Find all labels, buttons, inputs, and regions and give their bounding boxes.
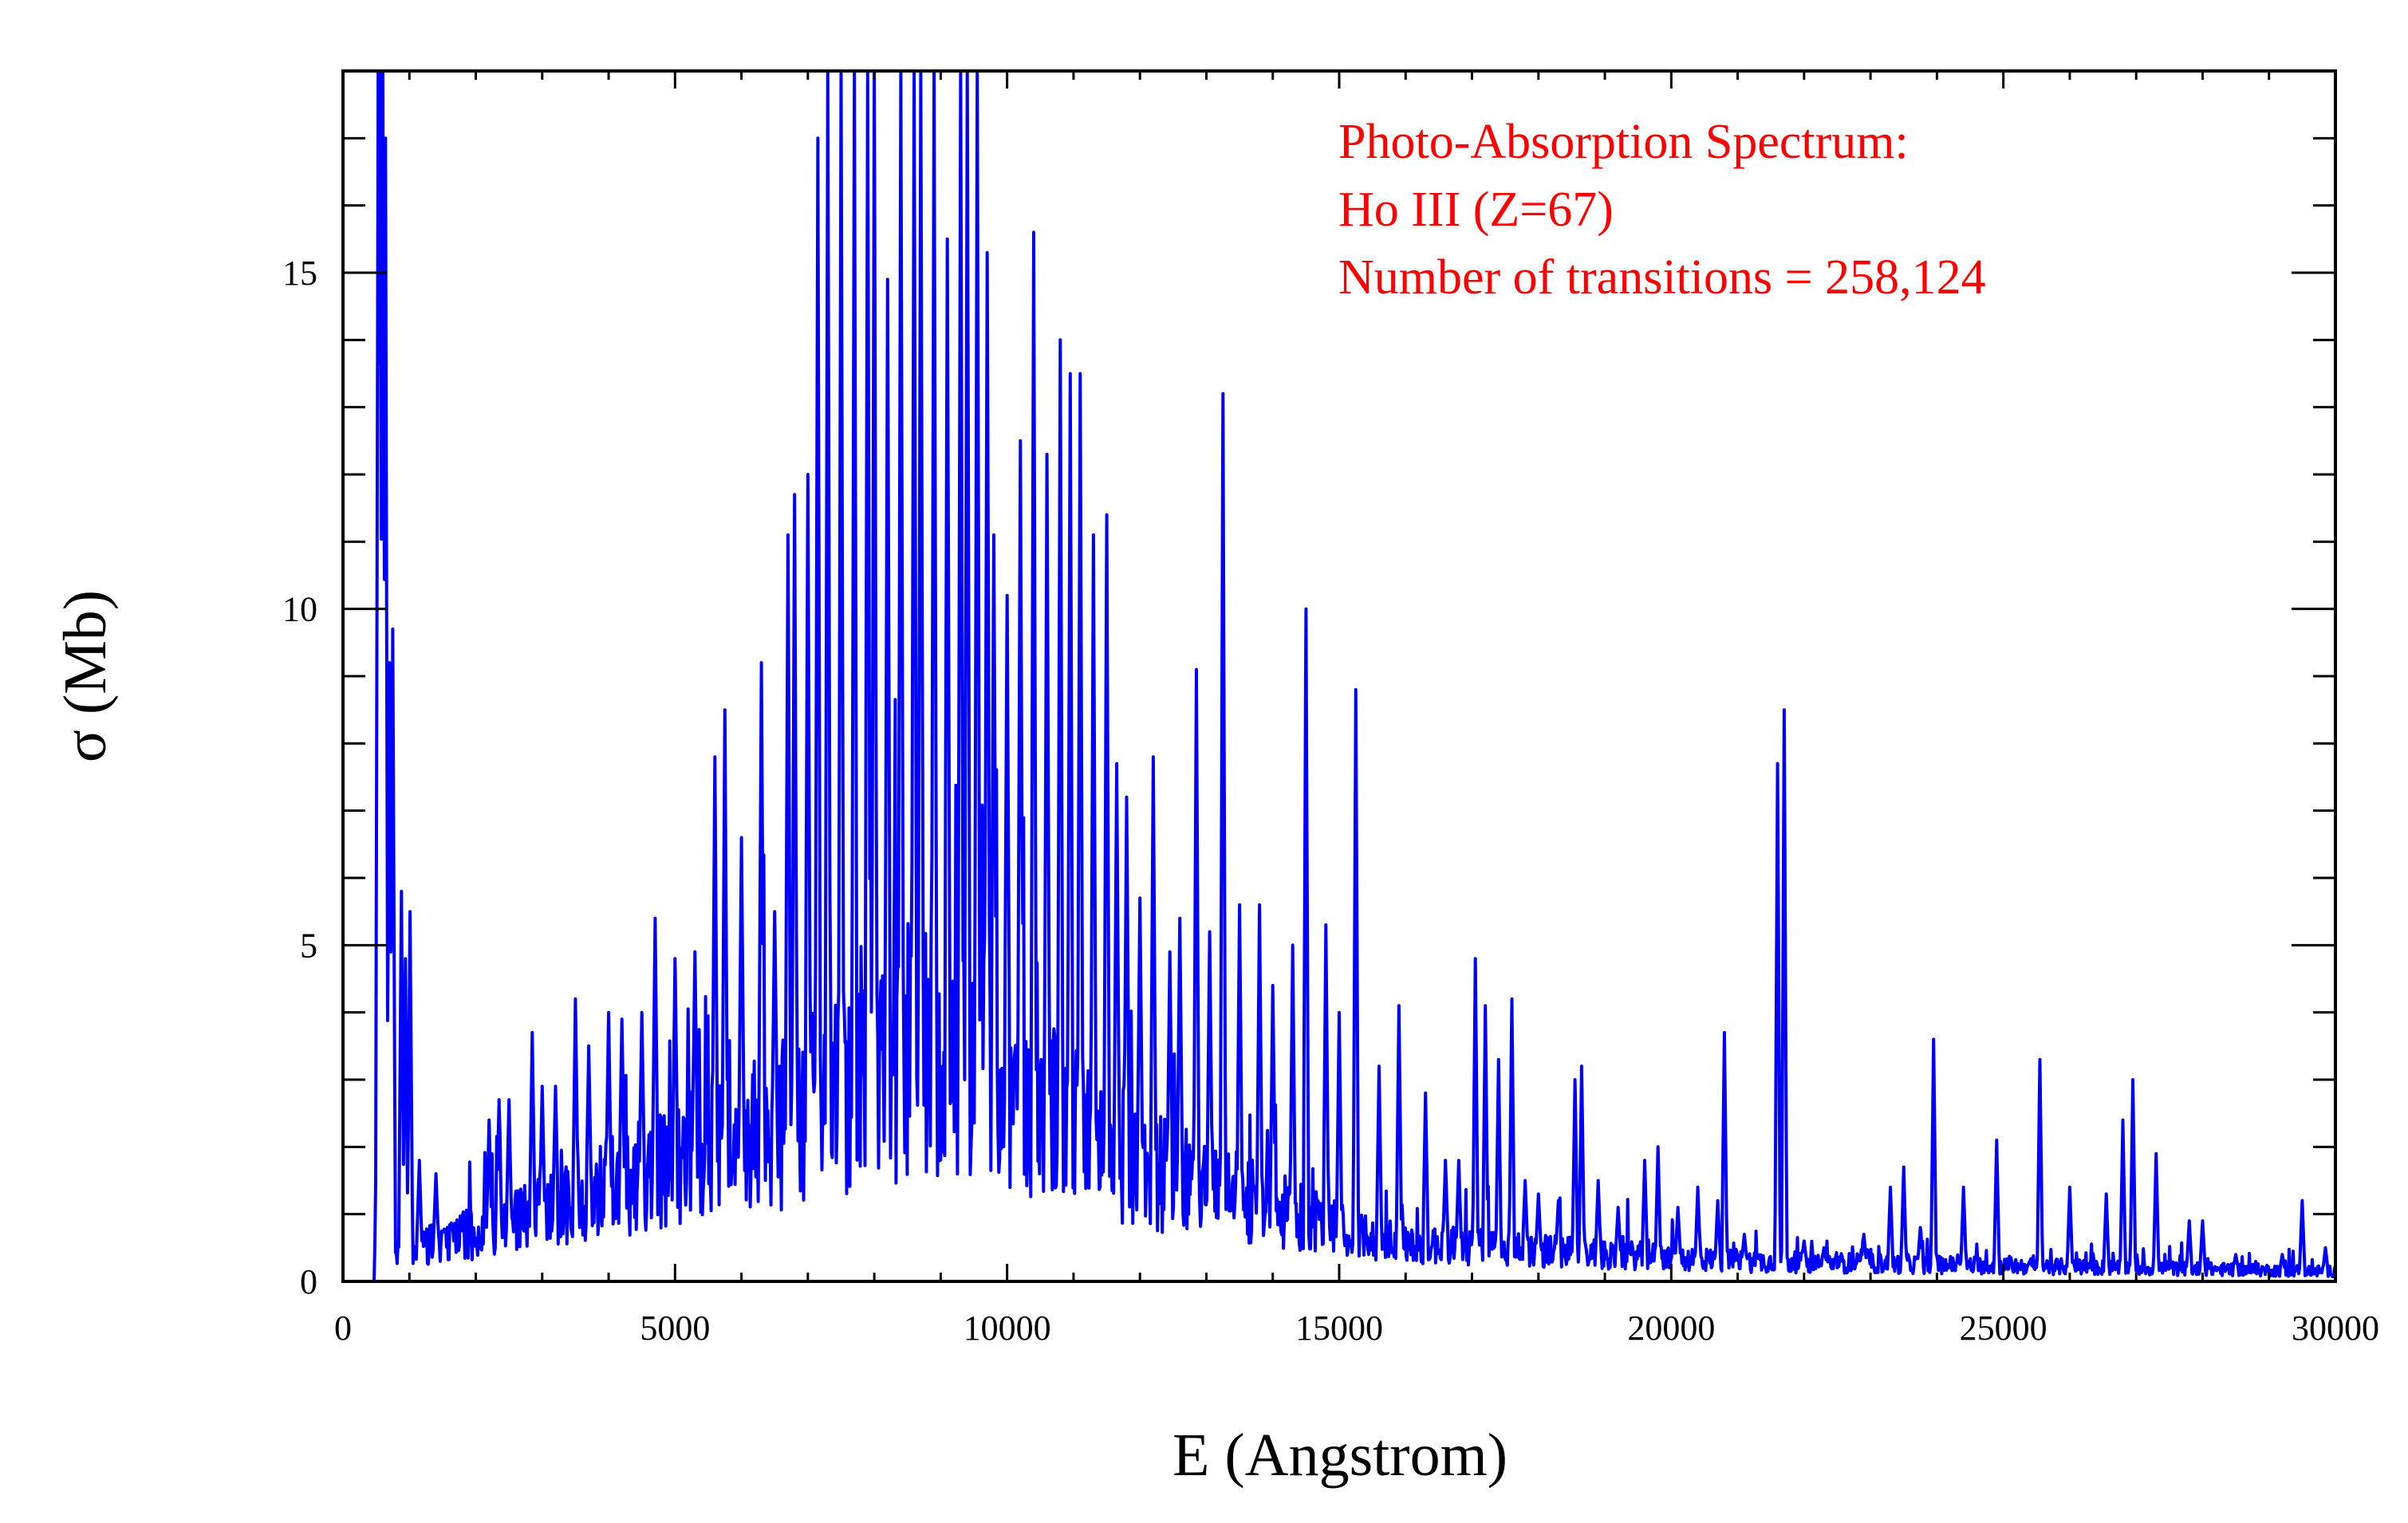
series-layer [343,71,2335,1281]
x-tick-label: 25000 [1960,1309,2047,1348]
annotation-line-title: Photo-Absorption Spectrum: [1338,115,1909,169]
x-tick-label: 15000 [1295,1309,1383,1348]
x-tick-label: 5000 [640,1309,710,1348]
x-tick-label: 0 [334,1309,352,1348]
y-tick-label: 10 [282,590,317,629]
x-axis-title: E (Angstrom) [1172,1422,1507,1489]
x-tick-label: 20000 [1627,1309,1715,1348]
spectrum-series-line [343,71,2335,1281]
annotation-line-ion: Ho III (Z=67) [1338,183,1614,237]
y-tick-label: 0 [300,1262,317,1301]
y-tick-label: 15 [282,254,317,293]
annotation-block: Photo-Absorption Spectrum: Ho III (Z=67)… [1338,115,1986,305]
annotation-line-transitions: Number of transitions = 258,124 [1338,250,1986,305]
y-tick-label: 5 [300,926,317,965]
y-axis-title: σ (Mb) [52,590,119,762]
tick-label-layer: 0 5000 10000 15000 20000 25000 30000 0 5 10 15 [282,254,2379,1348]
x-tick-label: 30000 [2292,1309,2379,1348]
x-tick-label: 10000 [964,1309,1051,1348]
tick-layer [341,69,2337,1283]
